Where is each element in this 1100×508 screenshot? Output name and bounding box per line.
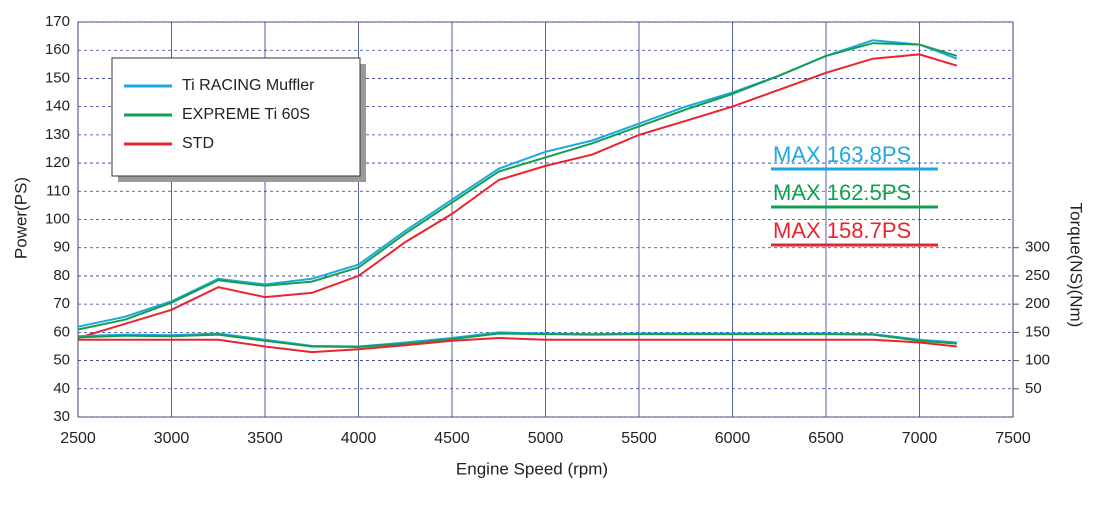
- series-line: [77, 332, 957, 349]
- x-tick-label: 5500: [621, 430, 657, 447]
- x-tick-label: 2500: [60, 430, 96, 447]
- legend-label: EXPREME Ti 60S: [182, 106, 310, 123]
- x-tick-label: 4000: [341, 430, 377, 447]
- x-tick-label: 5000: [528, 430, 564, 447]
- x-tick-label: 3000: [154, 430, 190, 447]
- y2-tick-label: 100: [1025, 352, 1050, 369]
- x-tick-label: 6500: [808, 430, 844, 447]
- y-tick-label: 90: [53, 239, 70, 256]
- x-tick-label: 7000: [902, 430, 938, 447]
- y-tick-label: 70: [53, 295, 70, 312]
- legend-label: STD: [182, 135, 214, 152]
- x-tick-label: 3500: [247, 430, 283, 447]
- x-axis-label: Engine Speed (rpm): [456, 459, 608, 478]
- y2-tick-label: 50: [1025, 380, 1042, 397]
- legend-label: Ti RACING Muffler: [182, 77, 315, 94]
- y2-tick-label: 150: [1025, 323, 1050, 340]
- y-tick-label: 130: [45, 126, 70, 143]
- series-line: [77, 53, 958, 339]
- x-tick-label: 6000: [715, 430, 751, 447]
- y-axis-label: Power(PS): [11, 177, 30, 259]
- y-tick-label: 110: [46, 182, 70, 199]
- y-tick-label: 140: [45, 98, 70, 115]
- series-line: [77, 42, 958, 331]
- legend: [111, 57, 361, 177]
- x-tick-label: 4500: [434, 430, 470, 447]
- y-tick-label: 50: [53, 352, 70, 369]
- y2-tick-label: 300: [1025, 239, 1050, 256]
- y-tick-label: 30: [53, 408, 70, 425]
- annotation: MAX 163.8PS: [773, 142, 911, 167]
- y-tick-label: 100: [45, 210, 70, 227]
- y-tick-label: 40: [53, 380, 70, 397]
- y-tick-label: 150: [45, 69, 70, 86]
- annotation: MAX 158.7PS: [773, 218, 911, 243]
- x-tick-label: 7500: [995, 430, 1031, 447]
- y2-axis-label: Torque(NS)(Nm): [1067, 203, 1086, 328]
- y-tick-label: 60: [53, 323, 70, 340]
- y-tick-label: 170: [45, 13, 70, 30]
- y2-tick-label: 200: [1025, 295, 1050, 312]
- y2-tick-label: 250: [1025, 267, 1050, 284]
- y-tick-label: 120: [45, 154, 70, 171]
- y-tick-label: 160: [45, 41, 70, 58]
- y-tick-label: 80: [53, 267, 70, 284]
- series-line: [78, 336, 958, 354]
- annotation: MAX 162.5PS: [773, 180, 911, 205]
